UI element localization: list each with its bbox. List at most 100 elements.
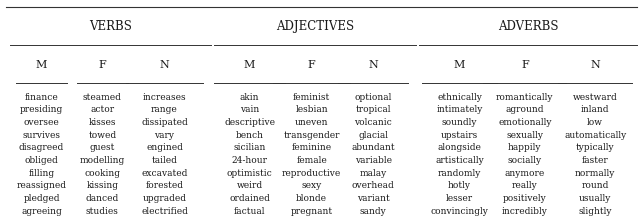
- Text: reproductive: reproductive: [282, 169, 341, 178]
- Text: forested: forested: [145, 182, 184, 190]
- Text: agreeing: agreeing: [21, 207, 62, 216]
- Text: alongside: alongside: [438, 143, 481, 152]
- Text: weird: weird: [237, 182, 262, 190]
- Text: happily: happily: [508, 143, 541, 152]
- Text: bench: bench: [236, 131, 264, 140]
- Text: socially: socially: [508, 156, 542, 165]
- Text: lesser: lesser: [446, 194, 473, 203]
- Text: finance: finance: [25, 93, 58, 101]
- Text: increases: increases: [143, 93, 186, 101]
- Text: presiding: presiding: [20, 105, 63, 114]
- Text: anymore: anymore: [505, 169, 545, 178]
- Text: excavated: excavated: [141, 169, 188, 178]
- Text: towed: towed: [88, 131, 116, 140]
- Text: upgraded: upgraded: [143, 194, 186, 203]
- Text: danced: danced: [86, 194, 119, 203]
- Text: factual: factual: [234, 207, 266, 216]
- Text: sicilian: sicilian: [234, 143, 266, 152]
- Text: lesbian: lesbian: [296, 105, 328, 114]
- Text: modelling: modelling: [80, 156, 125, 165]
- Text: vain: vain: [240, 105, 259, 114]
- Text: M: M: [36, 60, 47, 70]
- Text: tropical: tropical: [355, 105, 391, 114]
- Text: filling: filling: [29, 169, 54, 178]
- Text: optimistic: optimistic: [227, 169, 273, 178]
- Text: uneven: uneven: [295, 118, 328, 127]
- Text: incredibly: incredibly: [502, 207, 548, 216]
- Text: convincingly: convincingly: [431, 207, 488, 216]
- Text: F: F: [99, 60, 106, 70]
- Text: survives: survives: [22, 131, 61, 140]
- Text: optional: optional: [355, 93, 392, 101]
- Text: oversee: oversee: [24, 118, 60, 127]
- Text: feminist: feminist: [293, 93, 330, 101]
- Text: variable: variable: [355, 156, 392, 165]
- Text: VERBS: VERBS: [89, 20, 132, 33]
- Text: F: F: [308, 60, 316, 70]
- Text: faster: faster: [582, 156, 609, 165]
- Text: soundly: soundly: [442, 118, 477, 127]
- Text: reassigned: reassigned: [17, 182, 67, 190]
- Text: transgender: transgender: [284, 131, 340, 140]
- Text: dissipated: dissipated: [141, 118, 188, 127]
- Text: descriptive: descriptive: [224, 118, 275, 127]
- Text: steamed: steamed: [83, 93, 122, 101]
- Text: sexually: sexually: [506, 131, 543, 140]
- Text: round: round: [582, 182, 609, 190]
- Text: abundant: abundant: [351, 143, 395, 152]
- Text: automatically: automatically: [564, 131, 627, 140]
- Text: aground: aground: [506, 105, 544, 114]
- Text: really: really: [512, 182, 538, 190]
- Text: usually: usually: [579, 194, 611, 203]
- Text: N: N: [590, 60, 600, 70]
- Text: ethnically: ethnically: [437, 93, 482, 101]
- Text: akin: akin: [240, 93, 259, 101]
- Text: hotly: hotly: [448, 182, 471, 190]
- Text: blonde: blonde: [296, 194, 327, 203]
- Text: actor: actor: [90, 105, 115, 114]
- Text: feminine: feminine: [292, 143, 332, 152]
- Text: ADVERBS: ADVERBS: [498, 20, 558, 33]
- Text: randomly: randomly: [438, 169, 481, 178]
- Text: typically: typically: [576, 143, 614, 152]
- Text: N: N: [368, 60, 378, 70]
- Text: emotionally: emotionally: [498, 118, 552, 127]
- Text: ordained: ordained: [229, 194, 270, 203]
- Text: engined: engined: [146, 143, 183, 152]
- Text: sandy: sandy: [360, 207, 387, 216]
- Text: cooking: cooking: [84, 169, 120, 178]
- Text: normally: normally: [575, 169, 616, 178]
- Text: sexy: sexy: [301, 182, 322, 190]
- Text: obliged: obliged: [25, 156, 58, 165]
- Text: pledged: pledged: [23, 194, 60, 203]
- Text: positively: positively: [503, 194, 547, 203]
- Text: overhead: overhead: [352, 182, 394, 190]
- Text: disagreed: disagreed: [19, 143, 64, 152]
- Text: range: range: [151, 105, 178, 114]
- Text: glacial: glacial: [358, 131, 388, 140]
- Text: female: female: [296, 156, 327, 165]
- Text: westward: westward: [573, 93, 618, 101]
- Text: N: N: [159, 60, 170, 70]
- Text: kissing: kissing: [86, 182, 118, 190]
- Text: volcanic: volcanic: [355, 118, 392, 127]
- Text: electrified: electrified: [141, 207, 188, 216]
- Text: low: low: [588, 118, 604, 127]
- Text: inland: inland: [581, 105, 609, 114]
- Text: pregnant: pregnant: [291, 207, 333, 216]
- Text: kisses: kisses: [89, 118, 116, 127]
- Text: studies: studies: [86, 207, 119, 216]
- Text: slightly: slightly: [579, 207, 612, 216]
- Text: tailed: tailed: [152, 156, 177, 165]
- Text: ADJECTIVES: ADJECTIVES: [276, 20, 355, 33]
- Text: M: M: [244, 60, 255, 70]
- Text: variant: variant: [356, 194, 390, 203]
- Text: artistically: artistically: [435, 156, 484, 165]
- Text: guest: guest: [90, 143, 115, 152]
- Text: intimately: intimately: [436, 105, 483, 114]
- Text: romantically: romantically: [496, 93, 554, 101]
- Text: vary: vary: [154, 131, 175, 140]
- Text: F: F: [521, 60, 529, 70]
- Text: M: M: [454, 60, 465, 70]
- Text: upstairs: upstairs: [441, 131, 478, 140]
